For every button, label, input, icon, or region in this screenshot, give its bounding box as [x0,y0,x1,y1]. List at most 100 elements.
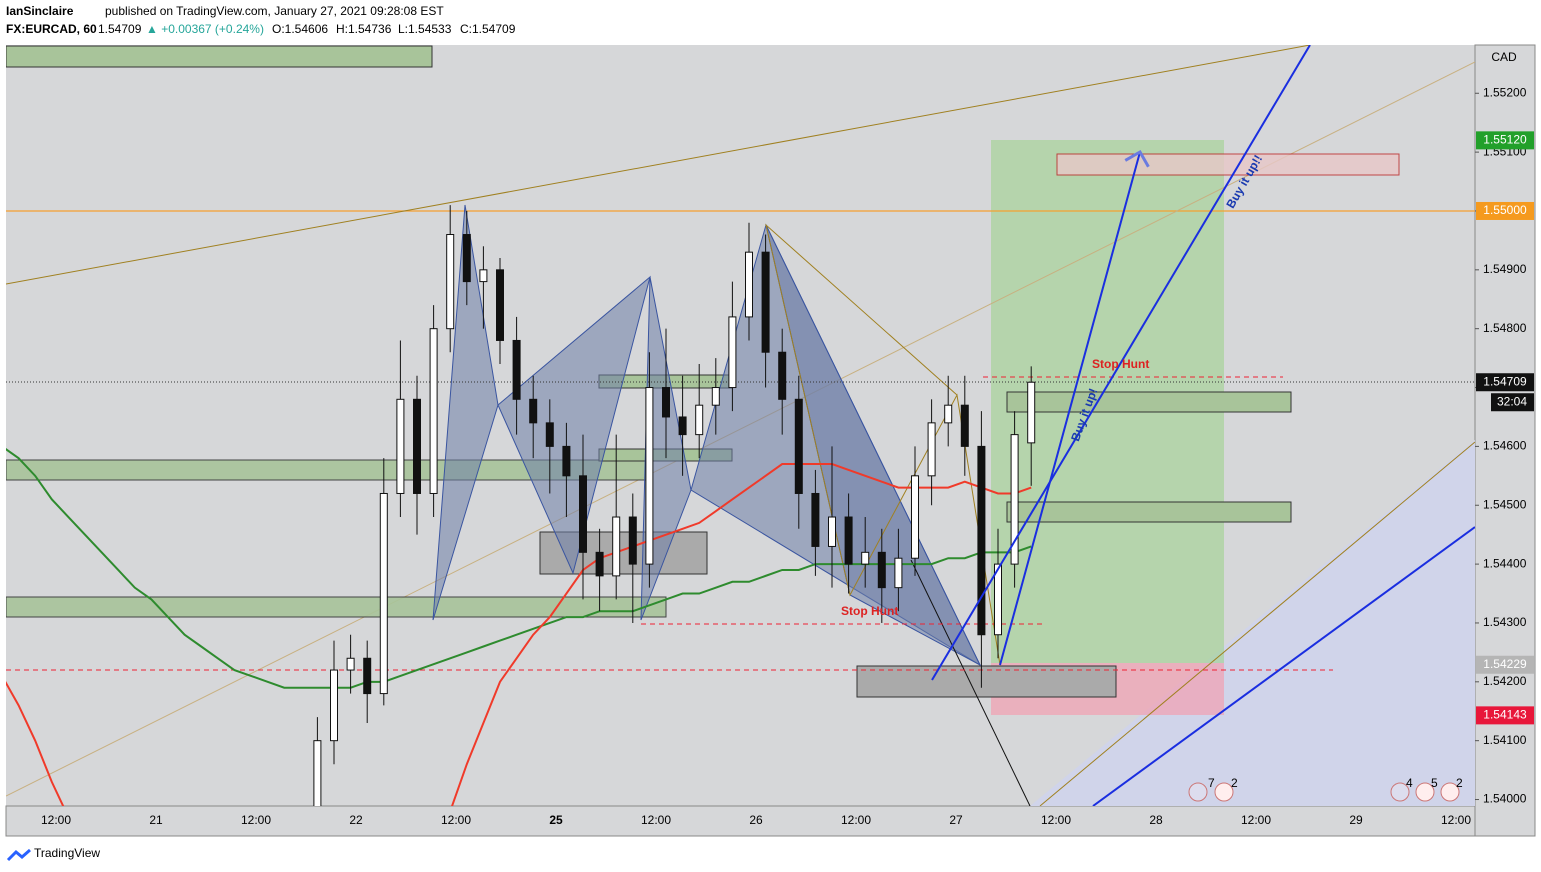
y-tick-label: 1.54800 [1483,321,1527,335]
brand-logo [6,848,31,862]
x-tick-label: 12:00 [1041,813,1071,827]
price-badge [1476,706,1534,725]
candle-body [363,657,372,695]
author: IanSinclaire [6,4,74,18]
x-tick-label: 12:00 [1241,813,1271,827]
blue-line [931,45,1311,681]
y-tick-label: 1.54100 [1483,733,1527,747]
event-icon [1214,782,1234,802]
candle-body [1010,434,1019,565]
zone [856,665,1117,698]
x-tick-label: 12:00 [641,813,671,827]
candle-body [877,551,886,589]
candle-body [778,351,787,400]
x-tick-label: 12:00 [241,813,271,827]
low: L:1.54533 [398,22,452,36]
x-tick-label: 12:00 [441,813,471,827]
y-tick-label: 1.54300 [1483,615,1527,629]
brand: TradingView [34,846,100,860]
countdown-badge [1491,393,1534,412]
symbol: FX:EURCAD, 60 [6,22,97,36]
trend-line [910,559,1031,806]
candle-body [944,404,953,424]
x-tick-label: 25 [549,813,563,827]
candle-body [496,269,504,341]
candle-body [579,475,587,553]
candle-body [512,339,521,400]
candle-body [662,387,670,418]
x-tick-label: 12:00 [1441,813,1471,827]
candle-body [562,445,571,477]
y-tick-label: 1.54400 [1483,556,1527,570]
published: published on TradingView.com, January 27… [105,4,444,18]
candle-body [346,657,355,671]
x-tick-label: 27 [949,813,963,827]
candle-body [977,445,986,636]
x-tick-label: 29 [1349,813,1363,827]
price-axis [1474,44,1536,837]
event-count: 4 [1406,776,1413,790]
moving-average [6,448,1032,689]
y-tick-label: 1.54200 [1483,674,1527,688]
candle-body [479,269,488,283]
candle-body [645,387,654,565]
candle-body [379,492,388,695]
event-icon [1440,782,1460,802]
candle-body [960,404,969,447]
price-badge-label: 1.54709 [1483,374,1527,388]
close: C:1.54709 [460,22,516,36]
candle-body [330,669,338,742]
candle-body [894,557,903,589]
event-icon [1415,782,1435,802]
zone [1006,501,1292,523]
currency: CAD [1491,50,1517,64]
candle-body [1027,381,1036,444]
candle-body [313,740,322,806]
event-count: 7 [1208,776,1215,790]
event-count: 5 [1431,776,1438,790]
candle-body [612,516,621,577]
candle-body [828,516,836,547]
zone [1006,391,1292,413]
y-tick-label: 1.54000 [1483,792,1527,806]
trend-line [1039,441,1475,806]
event-count: 2 [1456,776,1463,790]
candle-body [745,251,753,318]
candle-body [927,422,936,477]
y-tick-label: 1.55200 [1483,85,1527,99]
candle-body [678,416,687,436]
series [6,205,1036,806]
zone [6,596,667,618]
price-badge-label: 1.55120 [1483,133,1527,147]
candle-body [628,516,637,565]
x-tick-label: 21 [149,813,163,827]
countdown: 32:04 [1497,394,1527,408]
candle-body [429,328,438,494]
y-tick-label: 1.54500 [1483,497,1527,511]
price-badge-label: 1.55000 [1483,203,1527,217]
x-tick-label: 26 [749,813,763,827]
candle-body [529,398,538,424]
target-zone [1056,153,1400,176]
candle-body [794,398,803,494]
candle-body [911,475,919,559]
events: 7 2 4 5 2 [1188,776,1463,802]
annotation: Stop Hunt [841,604,898,618]
event-count: 2 [1231,776,1238,790]
candle-body [711,387,720,406]
high: H:1.54736 [336,22,392,36]
pattern [497,275,651,575]
y-tick-label: 1.54900 [1483,262,1527,276]
open: O:1.54606 [272,22,328,36]
event-icon [1188,782,1208,802]
trend-line [6,45,1311,285]
x-tick-label: 12:00 [41,813,71,827]
pattern [432,204,499,621]
price-badge [1476,655,1534,674]
x-tick-label: 28 [1149,813,1163,827]
price-badge [1476,373,1534,392]
y-tick-label: 1.54600 [1483,439,1527,453]
candle-body [761,251,770,353]
